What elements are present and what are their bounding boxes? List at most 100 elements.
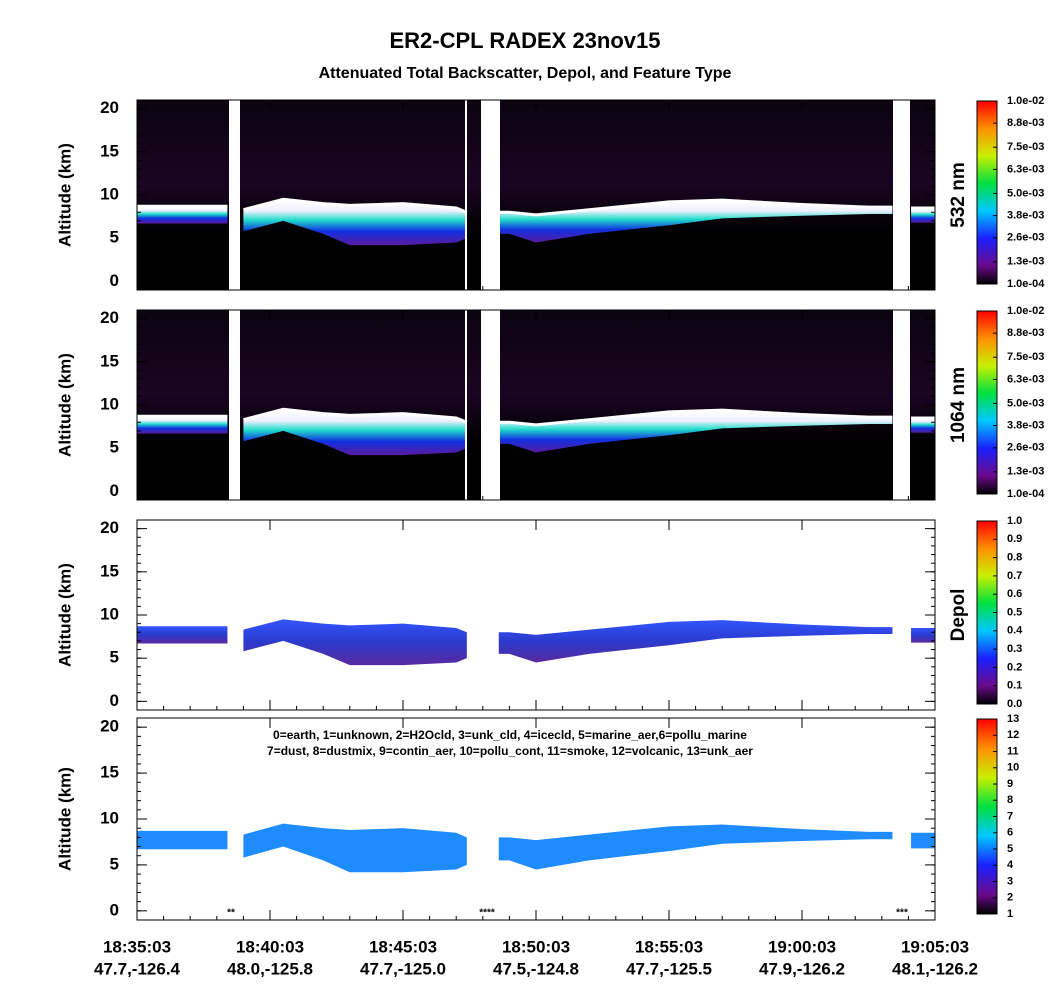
colorbar-tick-label: 6.3e-03 [1007,163,1044,175]
colorbar-tick-label: 1.0e-04 [1007,488,1045,500]
colorbar-tick-label: 3.8e-03 [1007,210,1044,222]
colorbar-tick-label: 6 [1007,827,1013,839]
x-tick-location: 47.7,-125.5 [626,959,712,978]
colorbar-tick-label: 0.5 [1007,606,1022,618]
y-tick-label: 0 [110,900,119,919]
y-tick-label: 5 [110,648,119,667]
colorbar-tick-label: 5 [1007,843,1013,855]
x-tick-location: 47.9,-126.2 [759,959,845,978]
y-tick-label: 5 [110,438,119,457]
y-tick-label: 15 [100,763,119,782]
colorbar-tick-label: 8.8e-03 [1007,327,1044,339]
x-tick-location: 48.1,-126.2 [892,959,978,978]
y-axis-label: Altitude (km) [55,353,74,457]
colorbar-tick-label: 0.9 [1007,533,1022,545]
feature-layer [137,626,228,644]
x-tick-label: 18:35:03 [103,937,171,956]
y-tick-label: 10 [100,604,119,623]
layer-top-edge [243,407,468,424]
plot-area [137,310,935,500]
colorbar-label: 1064 nm [948,367,969,443]
colorbar-tick-label: 8.8e-03 [1007,117,1044,129]
x-tick-label: 18:40:03 [236,937,304,956]
data-gap [229,310,240,500]
colorbar [976,100,998,285]
colorbar-tick-label: 10 [1007,762,1019,774]
y-axis-label: Altitude (km) [55,767,74,871]
colorbar-tick-label: 7.5e-03 [1007,351,1044,363]
x-tick-label: 18:55:03 [635,937,703,956]
feature-layer [243,619,467,666]
y-tick-label: 20 [100,308,119,327]
layer-top-edge [498,198,893,217]
y-axis-label: Altitude (km) [55,563,74,667]
plot-area [137,718,935,920]
surface-marker: **** [479,907,495,918]
colorbar-tick-label: 0.7 [1007,570,1022,582]
feature-legend: 7=dust, 8=dustmix, 9=contin_aer, 10=poll… [267,744,753,758]
colorbar-tick-label: 3 [1007,875,1013,887]
colorbar-tick-label: 7 [1007,810,1013,822]
y-tick-label: 15 [100,141,119,160]
y-tick-label: 20 [100,717,119,736]
colorbar-tick-label: 11 [1007,745,1019,757]
colorbar-tick-label: 1.0e-04 [1007,278,1045,290]
y-tick-label: 0 [110,481,119,500]
x-tick-label: 18:50:03 [502,937,570,956]
colorbar-tick-label: 0.3 [1007,643,1022,655]
feature-layer [137,830,228,850]
feature-layer [137,416,228,434]
colorbar-tick-label: 12 [1007,729,1019,741]
colorbar [976,310,998,495]
colorbar-label: 532 nm [948,162,969,227]
colorbar-tick-label: 1.3e-03 [1007,256,1044,268]
y-tick-label: 10 [100,394,119,413]
data-gap [893,100,910,290]
y-tick-label: 15 [100,351,119,370]
x-tick-label: 18:45:03 [369,937,437,956]
colorbar-tick-label: 5.0e-03 [1007,187,1044,199]
y-tick-label: 10 [100,184,119,203]
feature-layer [498,410,893,453]
chart-title: ER2-CPL RADEX 23nov15 [389,28,660,53]
colorbar-tick-label: 6.3e-03 [1007,373,1044,385]
x-tick-location: 47.7,-125.0 [360,959,446,978]
x-tick-location: 47.5,-124.8 [493,959,579,978]
feature-layer [498,824,893,870]
colorbar-tick-label: 1.0e-02 [1007,305,1044,317]
colorbar-tick-label: 0.8 [1007,552,1022,564]
colorbar-tick-label: 2.6e-03 [1007,442,1044,454]
feature-layer [243,823,467,873]
feature-layer [243,199,467,246]
surface-marker: *** [896,907,908,918]
colorbar-tick-label: 7.5e-03 [1007,141,1044,153]
feature-legend: 0=earth, 1=unknown, 2=H2Ocld, 3=unk_cld,… [273,728,747,742]
feature-layer [243,409,467,456]
x-tick-location: 48.0,-125.8 [227,959,313,978]
x-tick-location: 47.7,-126.4 [94,959,181,978]
x-tick-label: 19:05:03 [901,937,969,956]
colorbar-tick-label: 0.1 [1007,680,1022,692]
y-tick-label: 0 [110,691,119,710]
colorbar-tick-label: 5.0e-03 [1007,397,1044,409]
colorbar-tick-label: 1 [1007,908,1013,920]
colorbar-tick-label: 1.0 [1007,515,1022,527]
feature-layer [498,620,893,663]
data-gap [465,310,467,500]
colorbar-tick-label: 0.6 [1007,588,1022,600]
colorbar-tick-label: 1.3e-03 [1007,466,1044,478]
layer-top-edge [498,408,893,427]
surface-marker: ** [227,907,235,918]
y-tick-label: 10 [100,808,119,827]
layer-top-edge [243,197,468,214]
feature-layer [911,832,935,849]
feature-layer [498,200,893,243]
feature-layer [911,207,935,223]
colorbar-tick-label: 0.2 [1007,661,1022,673]
colorbar-tick-label: 4 [1007,859,1014,871]
y-tick-label: 20 [100,98,119,117]
y-tick-label: 0 [110,271,119,290]
plot-area [137,100,935,290]
data-gap [893,310,910,500]
